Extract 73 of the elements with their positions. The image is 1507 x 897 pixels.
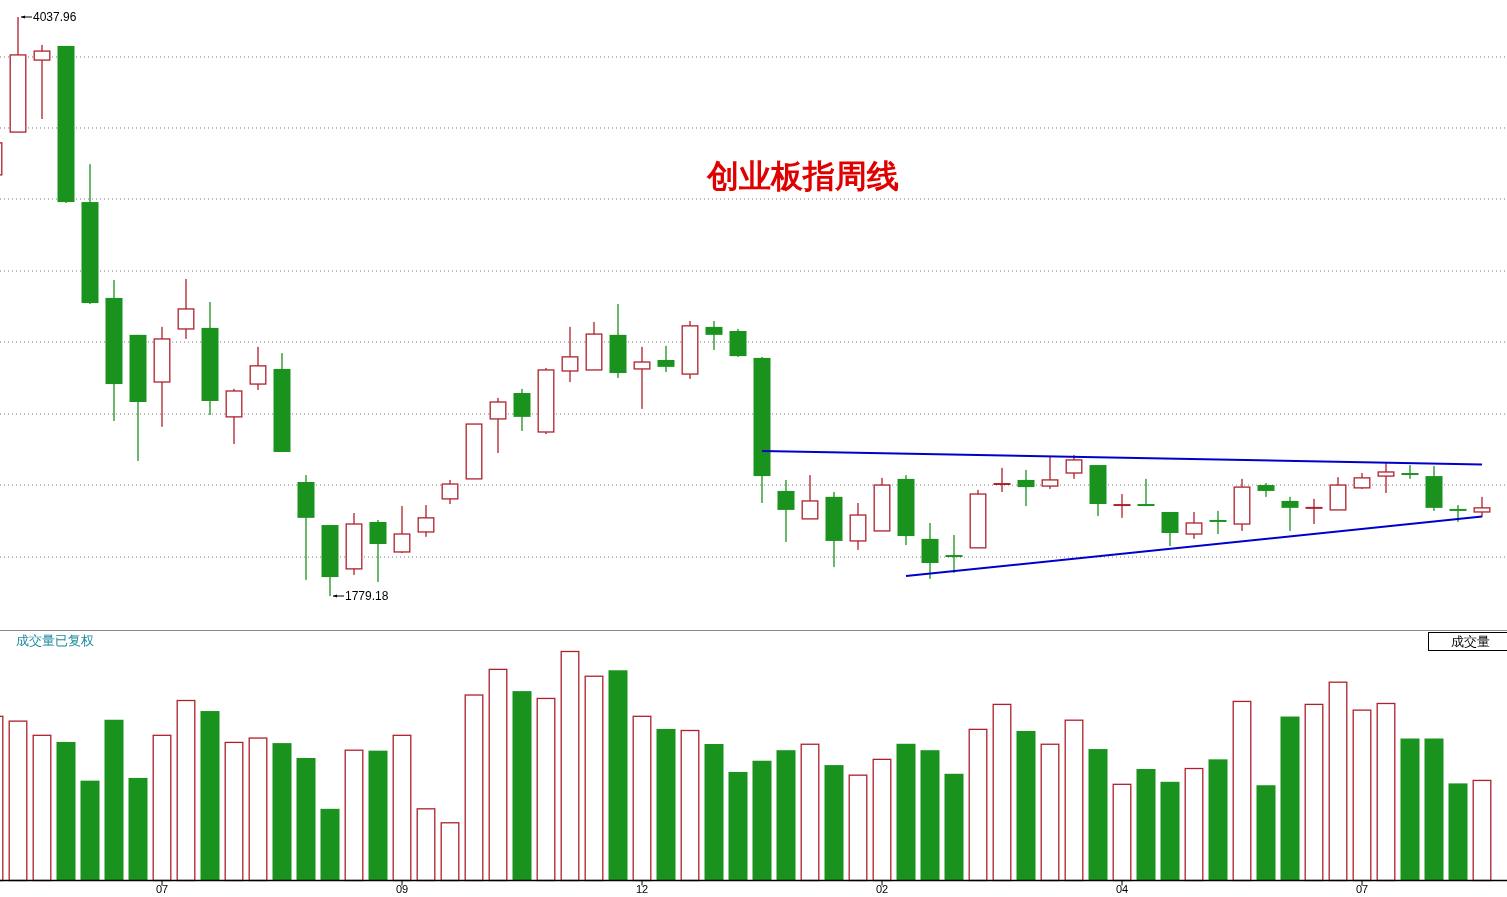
- bar: [1280, 716, 1300, 881]
- chart-title: 成交量已复权: [16, 633, 94, 648]
- bar: [416, 808, 436, 882]
- bar: [1088, 749, 1108, 881]
- bar: [464, 694, 484, 882]
- bar: [248, 737, 268, 882]
- bar: [104, 719, 124, 881]
- bar: [1208, 759, 1228, 881]
- text: 创业板指周线: [706, 158, 899, 194]
- x-tick-label: 02: [875, 883, 889, 895]
- bar: [1304, 703, 1324, 882]
- bar: [1256, 785, 1276, 881]
- bar: [584, 675, 604, 882]
- annotation: 1779.18: [345, 589, 389, 603]
- bar: [632, 715, 652, 882]
- bar: [1400, 738, 1420, 881]
- bar: [80, 780, 100, 881]
- bar: [1328, 681, 1348, 882]
- bar: [152, 734, 172, 882]
- bar: [896, 743, 916, 881]
- x-tick-label: 09: [395, 883, 409, 895]
- bar: [752, 760, 772, 881]
- bar: [320, 808, 340, 881]
- bar: [872, 758, 892, 882]
- bar: [392, 734, 412, 882]
- bar: [1064, 719, 1084, 882]
- bar: [944, 773, 964, 881]
- bar: [1448, 783, 1468, 881]
- bar: [968, 728, 988, 882]
- bar: [176, 699, 196, 882]
- bar: [512, 691, 532, 881]
- bar: [8, 720, 28, 882]
- bar: [224, 741, 244, 882]
- x-tick-label: 07: [155, 883, 169, 895]
- bar: [1112, 783, 1132, 882]
- bar: [992, 703, 1012, 882]
- bar: [1424, 738, 1444, 881]
- bar: [440, 822, 460, 882]
- text: 成交量: [1451, 634, 1490, 649]
- bar: [272, 743, 292, 881]
- bar: [704, 744, 724, 881]
- bar: [1160, 781, 1180, 881]
- bar: [1352, 709, 1372, 882]
- bar: [368, 750, 388, 881]
- bar: [800, 743, 820, 882]
- x-tick-label: 04: [1115, 883, 1129, 895]
- bar: [488, 668, 508, 882]
- bar: [1472, 779, 1492, 882]
- bar: [128, 777, 148, 881]
- bar: [200, 711, 220, 881]
- bar: [32, 734, 52, 882]
- bar: [560, 650, 580, 882]
- bar: [1232, 700, 1252, 882]
- x-tick-label: 12: [635, 883, 649, 895]
- bar: [56, 741, 76, 881]
- bar: [1376, 702, 1396, 882]
- bar: [344, 749, 364, 882]
- bar: [1016, 730, 1036, 881]
- bar: [680, 729, 700, 882]
- bar: [1184, 767, 1204, 882]
- bar: [728, 771, 748, 881]
- x-tick-label: 07: [1355, 883, 1369, 895]
- bar: [1040, 743, 1060, 882]
- bar: [608, 670, 628, 881]
- bar: [536, 697, 556, 882]
- bar: [296, 757, 316, 881]
- bar: [848, 774, 868, 882]
- bar: [656, 728, 676, 881]
- annotation: 4037.96: [33, 10, 77, 24]
- bar: [824, 765, 844, 881]
- bar: [776, 750, 796, 881]
- bar: [1136, 768, 1156, 881]
- bar: [920, 750, 940, 881]
